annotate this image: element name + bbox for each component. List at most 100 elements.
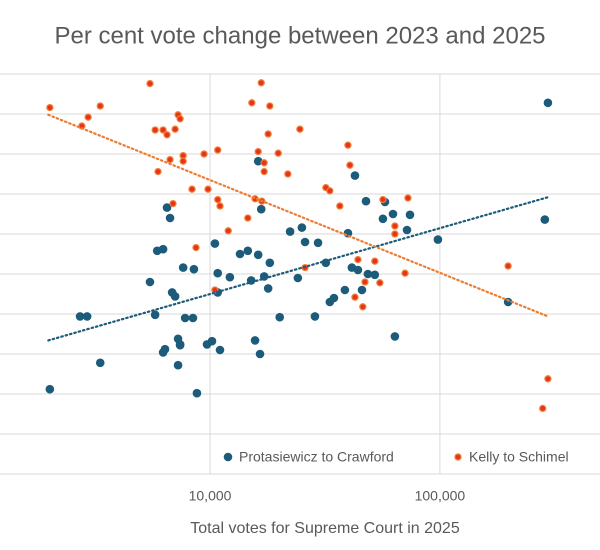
data-point <box>95 358 105 368</box>
data-point <box>192 388 202 398</box>
data-point <box>244 214 252 222</box>
x-tick-label: 10,000 <box>189 488 232 504</box>
data-point <box>254 147 262 156</box>
data-point <box>350 171 360 180</box>
data-point <box>165 213 175 223</box>
data-point <box>433 235 443 244</box>
data-point <box>45 384 55 394</box>
data-point <box>346 161 354 169</box>
data-point <box>539 404 547 413</box>
data-point <box>264 130 272 138</box>
data-point <box>46 103 54 112</box>
data-point <box>176 115 184 123</box>
data-point <box>207 336 217 346</box>
legend-label: Protasiewicz to Crawford <box>239 449 394 465</box>
data-point <box>357 285 367 295</box>
data-point <box>354 255 362 264</box>
data-point <box>166 155 174 164</box>
data-point <box>250 336 260 345</box>
legend-marker <box>454 453 462 461</box>
data-point <box>158 244 168 254</box>
data-point <box>189 264 199 274</box>
data-point <box>150 310 160 320</box>
chart-title: Per cent vote change between 2023 and 20… <box>54 22 545 49</box>
data-point <box>284 170 292 178</box>
data-point <box>504 262 512 270</box>
data-point <box>213 268 223 278</box>
data-point <box>163 131 171 139</box>
data-point <box>379 195 387 204</box>
data-point <box>200 150 208 158</box>
data-point <box>388 209 398 219</box>
data-point <box>266 102 274 110</box>
data-point <box>253 250 263 260</box>
data-point <box>296 125 304 133</box>
trendline <box>47 113 550 318</box>
data-point <box>336 202 344 210</box>
data-point <box>256 204 266 214</box>
data-point <box>321 258 331 268</box>
data-point <box>391 222 399 230</box>
x-axis-title: Total votes for Supreme Court in 2025 <box>190 520 460 537</box>
data-point <box>82 312 92 321</box>
data-point <box>260 167 268 176</box>
data-point <box>263 284 273 293</box>
data-point <box>243 246 253 256</box>
data-point <box>188 313 198 323</box>
data-point <box>179 157 187 165</box>
data-point <box>180 313 190 323</box>
data-point <box>293 273 303 283</box>
data-point <box>391 230 399 238</box>
trendline <box>47 196 550 342</box>
data-point <box>351 293 359 301</box>
data-point <box>359 303 367 311</box>
data-point <box>151 126 159 134</box>
data-point <box>204 185 212 193</box>
data-point <box>173 360 183 370</box>
data-point <box>158 348 168 357</box>
data-point <box>340 285 350 295</box>
data-point <box>75 312 85 321</box>
data-point <box>210 239 220 248</box>
data-point <box>313 238 323 248</box>
x-tick-label: 100,000 <box>415 488 466 504</box>
data-point <box>248 99 256 107</box>
data-point <box>215 345 225 355</box>
data-point <box>224 227 232 235</box>
data-point <box>257 79 265 87</box>
data-point <box>390 332 400 341</box>
data-point <box>371 257 379 265</box>
data-point <box>405 210 415 220</box>
data-point <box>225 272 235 282</box>
data-point <box>326 187 334 195</box>
data-point <box>175 340 185 350</box>
data-point <box>370 270 380 280</box>
data-point <box>503 297 513 307</box>
data-point <box>169 199 177 208</box>
data-point <box>188 185 196 193</box>
data-point <box>353 265 363 275</box>
data-point <box>162 203 172 212</box>
legend-marker <box>223 452 233 462</box>
data-point <box>361 278 369 286</box>
data-point <box>96 102 104 110</box>
data-point <box>253 156 263 166</box>
data-point <box>214 195 222 204</box>
data-point <box>310 312 320 321</box>
data-point <box>404 194 412 202</box>
data-point <box>265 258 275 268</box>
data-point <box>401 269 409 277</box>
data-point <box>171 125 179 133</box>
data-point <box>540 215 550 224</box>
data-point <box>192 243 200 252</box>
data-point <box>216 202 224 210</box>
data-point <box>544 375 552 383</box>
data-point <box>154 167 162 176</box>
data-point <box>300 237 310 247</box>
data-point <box>274 149 282 157</box>
data-point <box>275 312 285 322</box>
data-point <box>178 263 188 272</box>
data-point <box>402 225 412 235</box>
data-point <box>285 227 295 236</box>
